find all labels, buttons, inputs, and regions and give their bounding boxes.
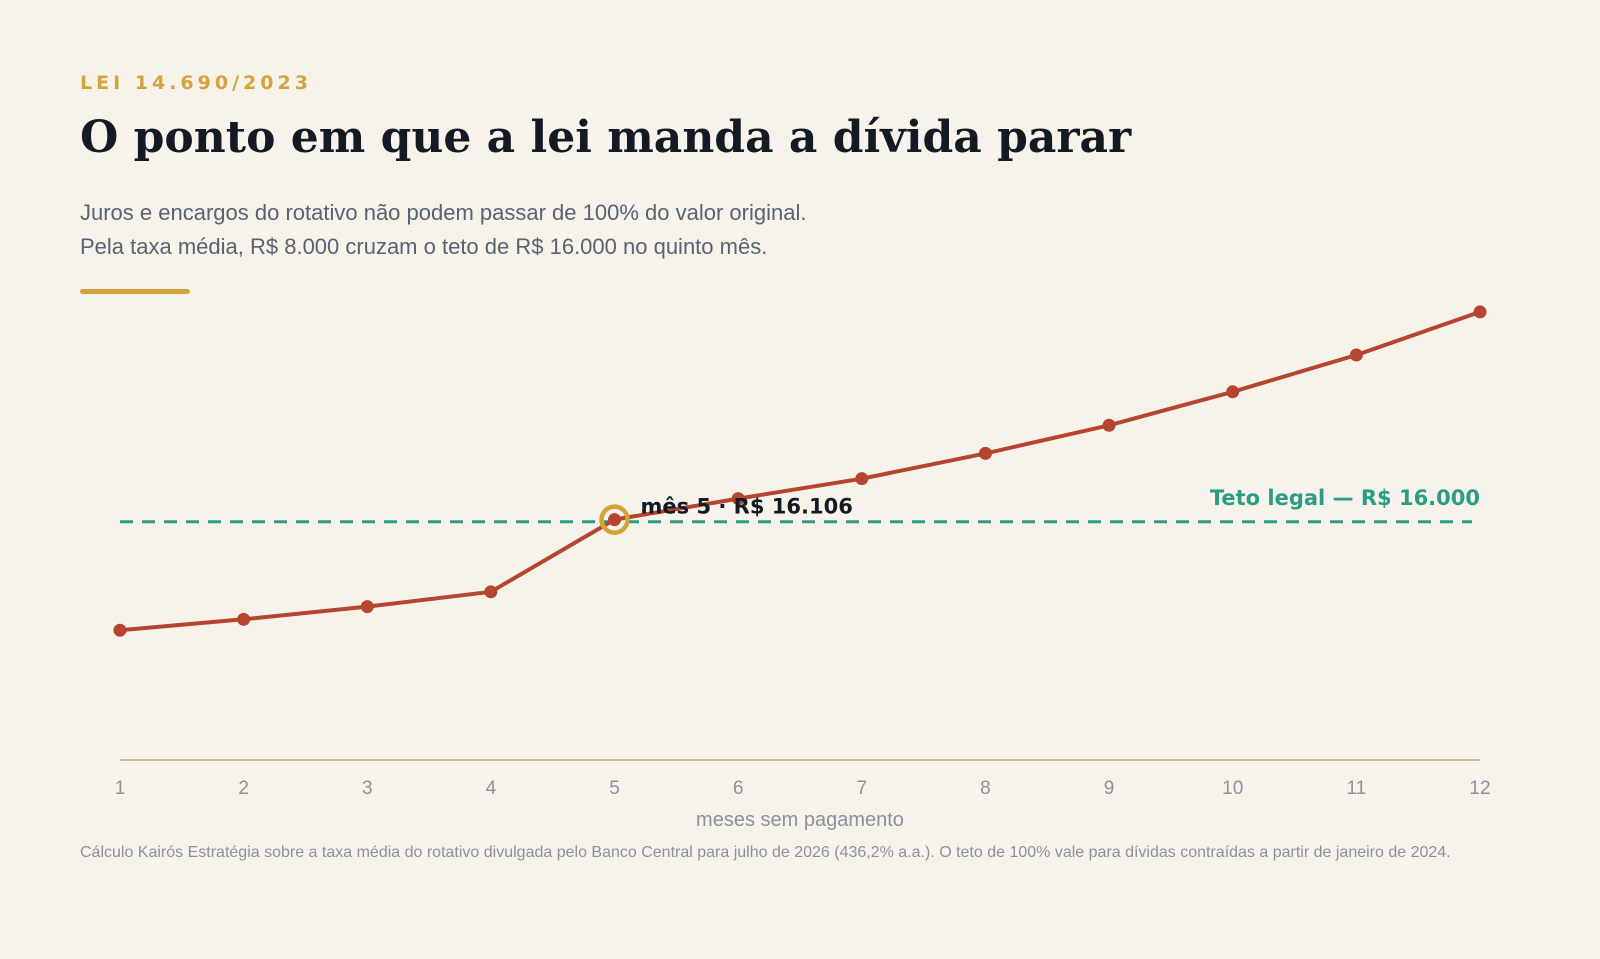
x-tick-label: 6 [733,778,744,799]
data-point [1349,348,1363,362]
x-axis-title: meses sem pagamento [696,809,904,831]
chart-title: O ponto em que a lei manda a dívida para… [80,112,1132,163]
threshold-layer: Teto legal — R$ 16.000 [120,486,1480,524]
data-point [237,612,251,626]
label-layer: mês 5 · R$ 16.106 [599,495,853,535]
x-tick-label: 3 [362,778,373,799]
data-point [484,585,498,599]
x-tick-label: 5 [609,778,620,799]
x-tick-label: 12 [1469,778,1490,799]
chart-subtitle: Juros e encargos do rotativo não podem p… [80,196,806,264]
threshold-label: Teto legal — R$ 16.000 [1210,486,1480,510]
x-tick-label: 10 [1222,778,1243,799]
subtitle-line-1: Juros e encargos do rotativo não podem p… [80,200,807,225]
data-point [1473,305,1487,319]
x-tick-label: 11 [1346,778,1366,799]
data-point [731,492,745,506]
source-note: Cálculo Kairós Estratégia sobre a taxa m… [80,844,1451,861]
accent-rule [80,289,190,294]
highlight-label: mês 5 · R$ 16.106 [641,495,853,519]
highlight-ring [599,504,630,535]
data-point [1102,418,1116,432]
data-point [608,513,622,527]
data-point [855,472,869,486]
series-layer [113,305,1487,637]
x-tick-label: 8 [980,778,991,799]
x-tick-label: 4 [486,778,497,799]
x-tick-label: 2 [238,778,249,799]
x-tick-label: 1 [115,778,126,799]
x-tick-label: 9 [1104,778,1115,799]
data-point [360,600,374,614]
series-line [118,309,1482,633]
data-point [978,446,992,460]
data-point [1226,385,1240,399]
data-point [113,623,127,637]
kicker-label: LEI 14.690/2023 [80,72,312,94]
x-tick-label: 7 [857,778,868,799]
subtitle-line-2: Pela taxa média, R$ 8.000 cruzam o teto … [80,234,768,259]
